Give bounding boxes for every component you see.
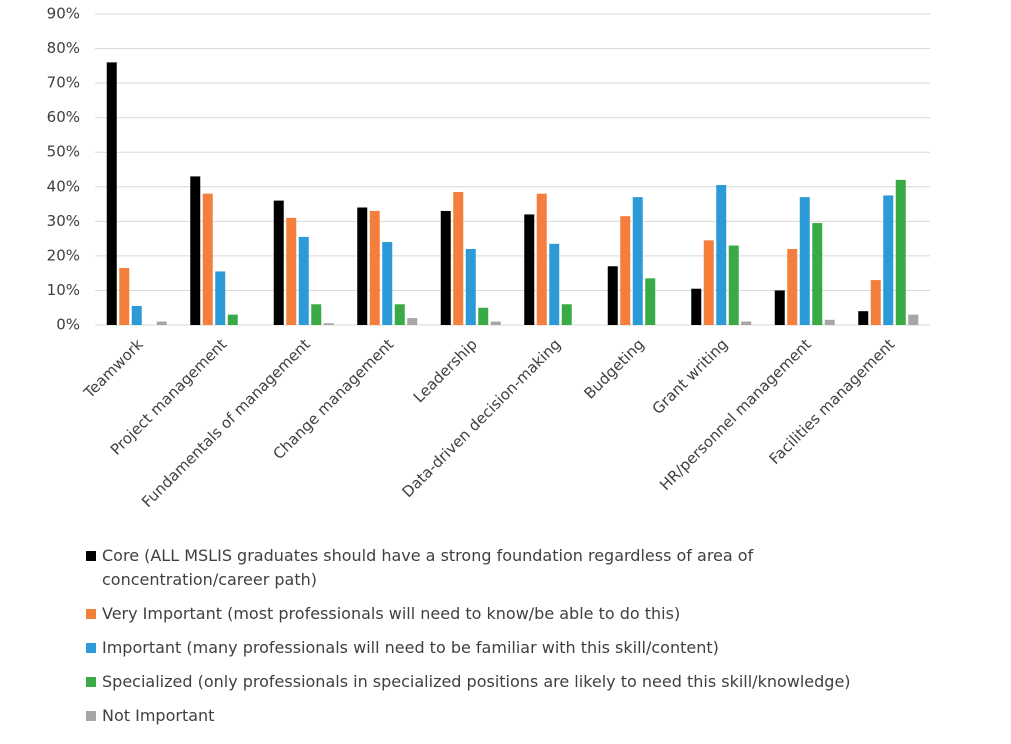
bar — [774, 290, 785, 325]
x-tick-label: Budgeting — [580, 335, 647, 402]
bar — [357, 207, 368, 325]
y-tick-label: 90% — [47, 5, 80, 23]
legend-item: Important (many professionals will need … — [86, 636, 916, 660]
bar — [106, 62, 117, 325]
legend-swatch — [86, 609, 96, 619]
legend-item: Very Important (most professionals will … — [86, 602, 916, 626]
legend-swatch — [86, 643, 96, 653]
bar — [787, 248, 798, 325]
bar — [190, 176, 201, 325]
bar — [895, 179, 906, 325]
legend-item: Specialized (only professionals in speci… — [86, 670, 916, 694]
legend-label: Important (many professionals will need … — [102, 638, 719, 657]
y-tick-label: 80% — [47, 39, 80, 57]
bar — [478, 307, 489, 325]
bar — [119, 267, 130, 325]
x-tick-label: Grant writing — [649, 335, 732, 418]
bar — [202, 193, 213, 325]
legend: Core (ALL MSLIS graduates should have a … — [86, 544, 916, 738]
y-tick-label: 40% — [47, 177, 80, 195]
x-tick-label: Teamwork — [80, 335, 147, 402]
y-tick-label: 60% — [47, 108, 80, 126]
bar — [323, 323, 334, 325]
bar — [870, 280, 881, 325]
bar — [703, 240, 714, 325]
bar — [645, 278, 656, 325]
legend-swatch — [86, 711, 96, 721]
y-tick-label: 50% — [47, 143, 80, 161]
legend-label: Not Important — [102, 706, 215, 725]
y-tick-label: 20% — [47, 246, 80, 264]
bar — [394, 304, 405, 325]
bar — [824, 319, 835, 325]
bar — [883, 195, 894, 325]
bar — [728, 245, 739, 325]
legend-item: Not Important — [86, 704, 916, 728]
bar — [858, 311, 869, 325]
bar — [131, 305, 142, 325]
bar — [227, 314, 238, 325]
bar — [632, 197, 643, 325]
bar — [273, 200, 284, 325]
bar — [490, 321, 501, 325]
x-tick-label: Data-driven decision-making — [399, 335, 565, 501]
chart: 0%10%20%30%40%50%60%70%80%90%TeamworkPro… — [47, 5, 930, 511]
y-tick-label: 10% — [47, 281, 80, 299]
legend-label: Specialized (only professionals in speci… — [102, 672, 851, 691]
x-tick-label: Leadership — [410, 335, 481, 406]
bar — [453, 191, 464, 325]
bar — [369, 210, 380, 325]
bar — [156, 321, 167, 325]
bar — [465, 248, 476, 325]
bar — [311, 304, 322, 325]
x-tick-label: HR/personnel management — [656, 335, 815, 494]
bar — [524, 214, 535, 325]
bar — [561, 304, 572, 325]
bar — [286, 217, 297, 325]
legend-swatch — [86, 677, 96, 687]
legend-label: Core (ALL MSLIS graduates should have a … — [102, 546, 754, 589]
legend-item: Core (ALL MSLIS graduates should have a … — [86, 544, 916, 592]
bar — [607, 266, 618, 325]
x-tick-label: Fundamentals of management — [138, 335, 314, 511]
bar — [799, 197, 810, 325]
bar — [536, 193, 547, 325]
bar — [382, 242, 393, 325]
bar — [407, 318, 418, 325]
bar — [691, 288, 702, 325]
bar — [741, 321, 752, 325]
y-tick-label: 0% — [56, 316, 80, 334]
bar — [549, 243, 560, 325]
y-tick-label: 30% — [47, 212, 80, 230]
bar — [298, 236, 309, 325]
bar — [215, 271, 226, 325]
bar — [440, 210, 451, 325]
legend-label: Very Important (most professionals will … — [102, 604, 681, 623]
bar — [908, 314, 919, 325]
y-tick-label: 70% — [47, 74, 80, 92]
bar — [812, 223, 823, 325]
bar — [620, 216, 631, 325]
legend-swatch — [86, 551, 96, 561]
bar — [716, 185, 727, 325]
